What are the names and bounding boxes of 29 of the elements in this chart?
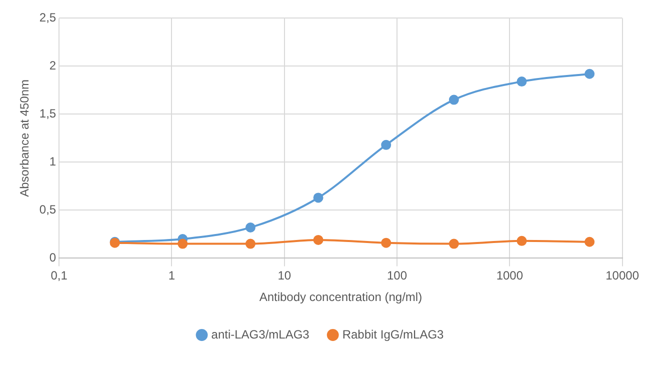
x-tick-label: 100: [387, 268, 408, 283]
x-tick-label: 10000: [606, 268, 640, 283]
y-tick-label: 0: [49, 250, 56, 265]
y-tick-label: 2: [49, 58, 56, 73]
x-tick-label: 1000: [496, 268, 524, 283]
point: [584, 236, 595, 247]
point: [313, 192, 324, 203]
x-tick-label: 1: [168, 268, 176, 283]
y-axis-title: Absorbance at 450nm: [18, 79, 32, 197]
x-tick-label: 0,1: [50, 268, 68, 283]
point: [245, 238, 256, 249]
legend-label: anti-LAG3/mLAG3: [211, 327, 310, 342]
point: [313, 234, 324, 245]
y-tick-label: 0,5: [39, 202, 56, 217]
x-tick-label: 10: [278, 268, 292, 283]
point: [381, 238, 392, 248]
point: [516, 76, 527, 87]
point: [245, 222, 256, 232]
y-tick-label: 1: [49, 154, 56, 169]
point: [448, 238, 459, 249]
y-tick-label: 2,5: [39, 10, 56, 25]
point: [584, 68, 595, 79]
point: [178, 238, 188, 249]
point: [448, 94, 459, 105]
legend-label: Rabbit IgG/mLAG3: [342, 327, 444, 342]
point: [381, 140, 392, 150]
y-tick-label: 1,5: [39, 106, 56, 121]
point: [516, 236, 527, 246]
x-axis-title: Antibody concentration (ng/ml): [259, 290, 422, 304]
